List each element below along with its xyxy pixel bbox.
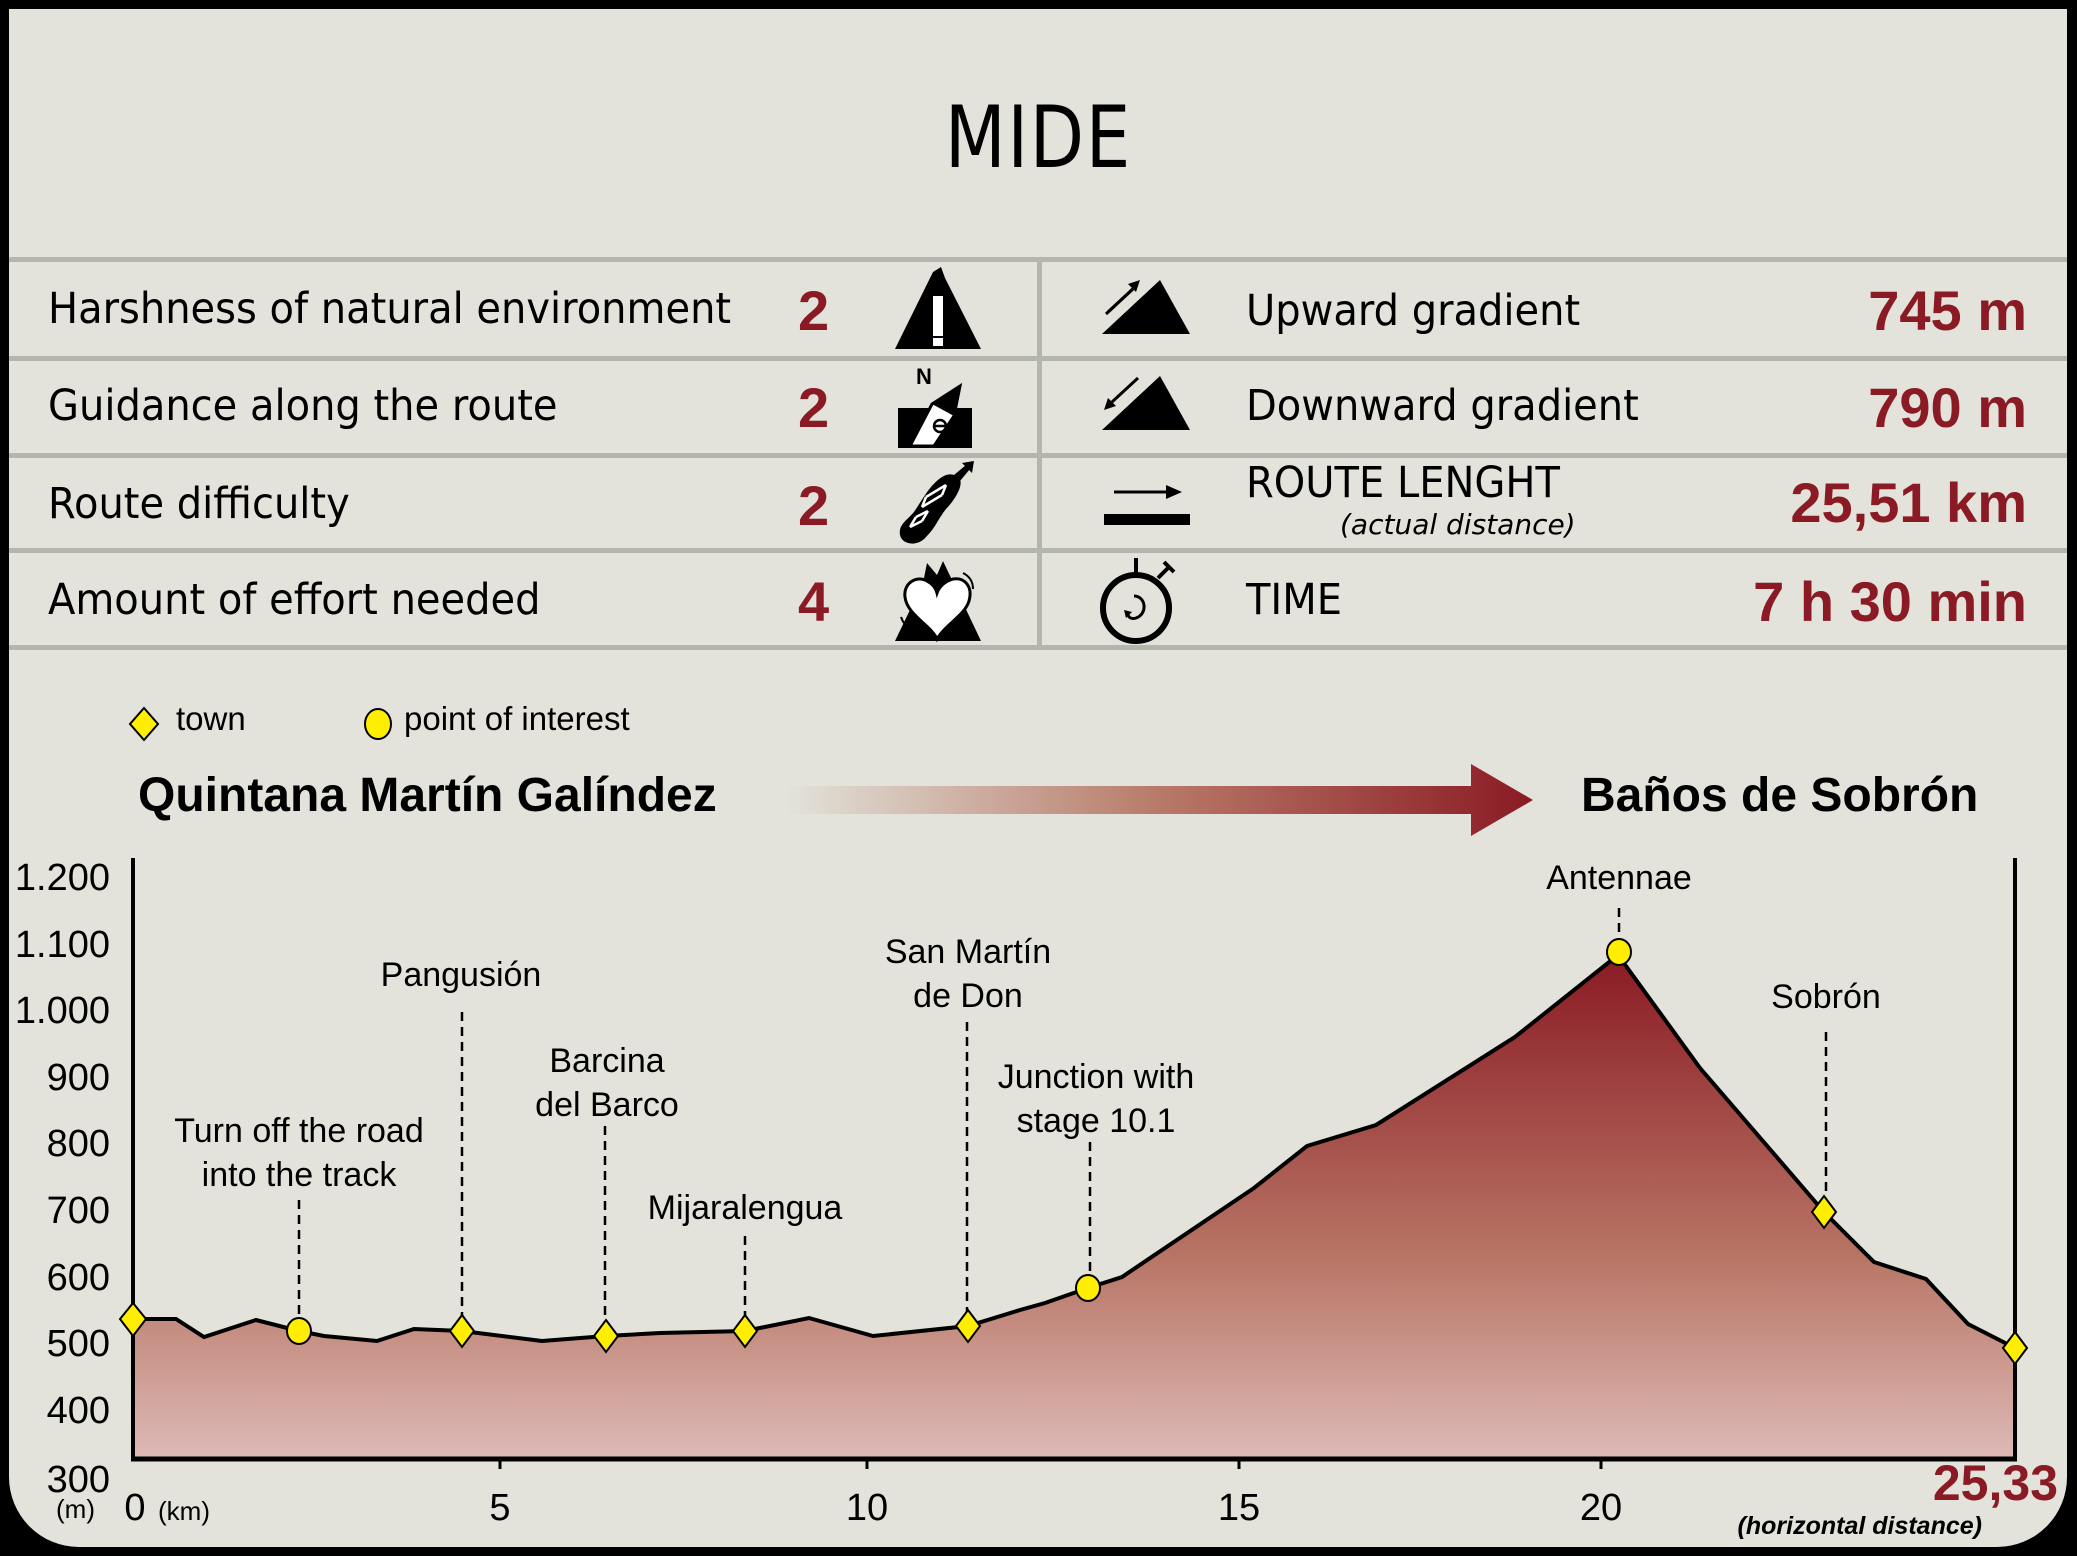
poi-marker[interactable]	[286, 1317, 312, 1345]
y-tick-labels: 1.200 1.100 1.000 900 800 700 600 500 40…	[15, 857, 110, 1501]
x-unit-label: (km)	[158, 1496, 210, 1526]
point-labels: Turn off the road into the track Pangusi…	[174, 859, 1881, 1227]
route-start: Quintana Martín Galíndez	[138, 769, 717, 822]
compass-orientation-icon: N	[898, 364, 972, 448]
y-unit-label: (m)	[56, 1494, 95, 1524]
label-antennae: Antennae	[1546, 859, 1692, 897]
stat-label: ROUTE LENGHT	[1246, 458, 1560, 508]
label-barcina: del Barco	[535, 1086, 679, 1124]
x-ticks	[498, 1459, 1603, 1469]
svg-text:20: 20	[1580, 1487, 1622, 1529]
stat-label: TIME	[1246, 575, 1342, 625]
x-tick-labels: 0 5 10 15 20	[124, 1487, 1622, 1529]
mide-score: 2	[798, 279, 830, 342]
route-end: Baños de Sobrón	[1581, 769, 1979, 822]
ascent-icon	[1102, 280, 1190, 334]
column-divider	[1037, 259, 1042, 649]
mide-score: 2	[798, 376, 830, 439]
mide-score: 4	[798, 570, 830, 633]
heart-mountain-icon	[895, 561, 981, 643]
town-marker[interactable]	[118, 1301, 148, 1338]
mide-label: Route difficulty	[48, 479, 350, 529]
svg-text:800: 800	[47, 1123, 110, 1165]
svg-text:N: N	[916, 364, 932, 389]
town-marker[interactable]	[954, 1308, 982, 1344]
label-junction: stage 10.1	[1017, 1102, 1176, 1140]
label-pangusion: Pangusión	[381, 956, 542, 994]
stat-value: 7 h 30 min	[1753, 570, 2027, 633]
mide-label: Amount of effort needed	[48, 575, 541, 625]
svg-text:400: 400	[47, 1390, 110, 1432]
distance-arrow-icon	[1104, 485, 1190, 525]
page-title: MIDE	[944, 88, 1132, 188]
mide-score: 2	[798, 474, 830, 537]
svg-text:1.000: 1.000	[15, 990, 110, 1032]
svg-text:1.200: 1.200	[15, 857, 110, 899]
label-turnoff: into the track	[202, 1156, 398, 1194]
elevation-area	[133, 955, 2015, 1459]
stat-value: 25,51 km	[1790, 471, 2027, 534]
mide-label: Harshness of natural environment	[48, 284, 732, 334]
legend-poi-label: point of interest	[404, 700, 630, 737]
stat-label: Upward gradient	[1246, 286, 1581, 336]
label-sobron: Sobrón	[1771, 978, 1881, 1016]
label-mijaralengua: Mijaralengua	[648, 1189, 843, 1227]
stat-sublabel: (actual distance)	[1340, 508, 1576, 541]
svg-text:5: 5	[489, 1487, 510, 1529]
label-junction: Junction with	[998, 1058, 1195, 1096]
total-distance-value: 25,33	[1933, 1455, 2058, 1511]
label-leaders	[297, 908, 1828, 1322]
town-marker[interactable]	[2001, 1330, 2029, 1366]
label-san-martin: San Martín	[885, 933, 1051, 971]
svg-text:1.100: 1.100	[15, 924, 110, 966]
svg-text:15: 15	[1218, 1487, 1260, 1529]
footprint-icon	[899, 461, 974, 544]
svg-text:500: 500	[47, 1323, 110, 1365]
label-barcina: Barcina	[549, 1042, 664, 1080]
warning-mountain-icon	[895, 267, 981, 349]
poi-marker[interactable]	[1075, 1274, 1101, 1302]
total-distance-note: (horizontal distance)	[1738, 1512, 1982, 1540]
poi-circle-icon	[364, 708, 392, 740]
svg-text:600: 600	[47, 1257, 110, 1299]
stat-value: 745 m	[1868, 279, 2027, 342]
svg-text:300: 300	[47, 1459, 110, 1501]
legend-town-label: town	[176, 700, 246, 737]
label-san-martin: de Don	[913, 977, 1023, 1015]
svg-text:700: 700	[47, 1190, 110, 1232]
stopwatch-icon	[1100, 558, 1176, 644]
svg-text:0: 0	[124, 1487, 145, 1529]
poi-marker[interactable]	[1606, 938, 1632, 966]
town-marker[interactable]	[448, 1313, 476, 1349]
stat-value: 790 m	[1868, 376, 2027, 439]
mide-label: Guidance along the route	[48, 381, 558, 431]
label-turnoff: Turn off the road	[174, 1112, 424, 1150]
town-diamond-icon	[128, 706, 160, 742]
svg-text:900: 900	[47, 1057, 110, 1099]
town-marker[interactable]	[592, 1318, 620, 1354]
descent-icon	[1102, 376, 1190, 430]
town-marker[interactable]	[731, 1313, 759, 1349]
svg-text:10: 10	[846, 1487, 888, 1529]
stat-label: Downward gradient	[1246, 381, 1639, 431]
town-marker[interactable]	[1810, 1194, 1838, 1230]
route-direction-arrow-icon	[785, 764, 1533, 836]
